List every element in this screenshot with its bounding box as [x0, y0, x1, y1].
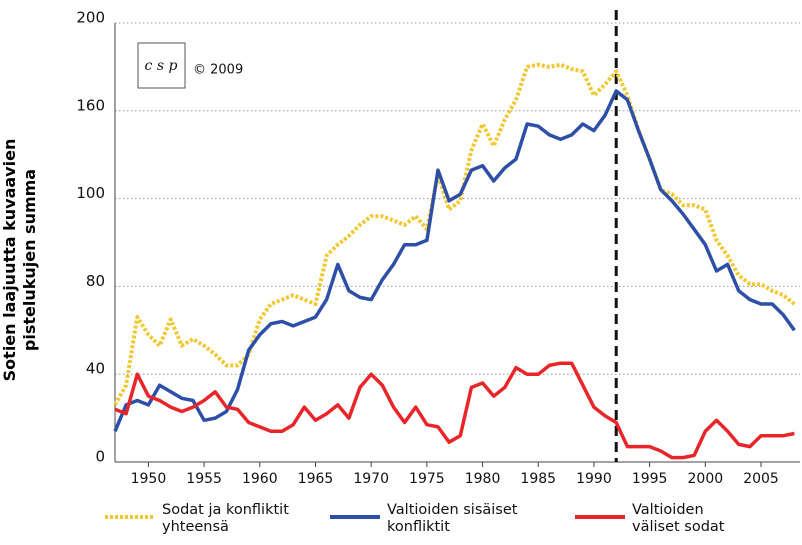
y-tick-label: 0: [95, 448, 105, 466]
x-tick-label: 1985: [520, 471, 556, 487]
logo-box: [137, 42, 186, 89]
x-tick-label: 1975: [409, 471, 445, 487]
series-line: [114, 361, 795, 460]
legend-label: Sodat ja konfliktit yhteensä: [162, 502, 289, 535]
x-tick-label: 1965: [298, 471, 334, 487]
legend-label: Valtioiden väliset sodat: [632, 502, 725, 535]
x-tick-label: 1980: [465, 471, 501, 487]
x-tick-label: 1955: [186, 471, 222, 487]
logo: c s p: [145, 58, 178, 74]
x-tick-label: 2005: [743, 471, 779, 487]
y-tick-label: 80: [86, 272, 105, 290]
x-tick-label: 2000: [688, 471, 724, 487]
y-tick-label: 160: [76, 96, 105, 114]
series-line: [113, 89, 796, 432]
x-tick-label: 1995: [632, 471, 668, 487]
x-tick-label: 1990: [576, 471, 612, 487]
y-tick-label: 100: [76, 184, 105, 202]
y-tick-label: 40: [86, 360, 105, 378]
y-tick-label: 200: [76, 9, 105, 27]
series-line: [113, 62, 796, 406]
y-axis-label: Sotien laajuutta kuvaavien pistelukujen …: [0, 138, 39, 382]
x-tick-label: 1950: [131, 471, 167, 487]
x-tick-label: 1970: [353, 471, 389, 487]
x-tick-label: 1960: [242, 471, 278, 487]
legend-label: Valtioiden sisäiset konfliktit: [387, 502, 518, 535]
copyright: © 2009: [193, 63, 243, 78]
